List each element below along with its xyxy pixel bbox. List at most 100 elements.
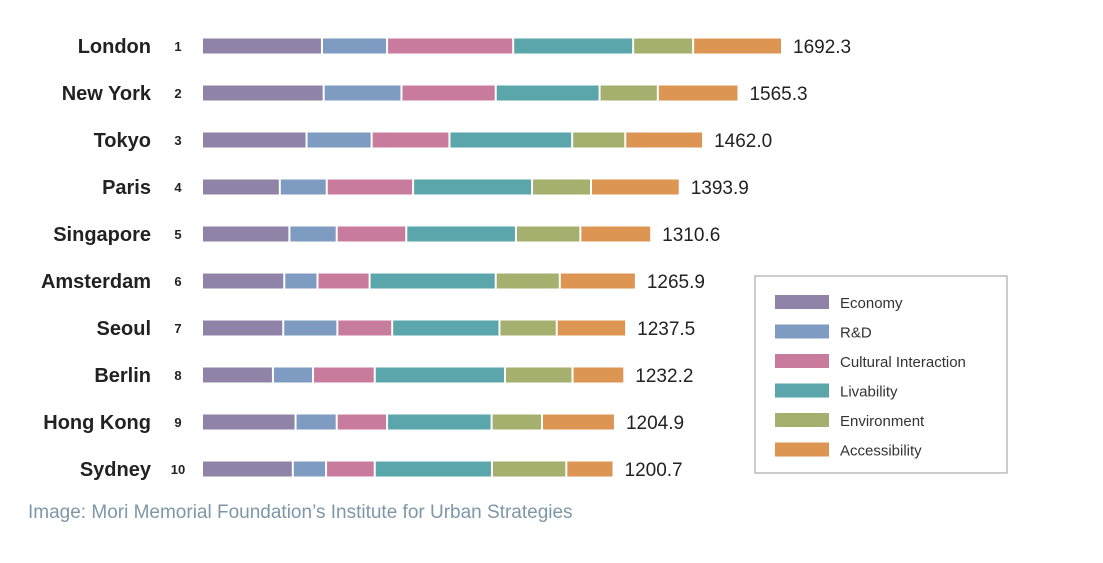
city-label: Paris — [102, 177, 151, 199]
total-value-label: 1237.5 — [637, 319, 695, 340]
bar-segment-cultural-interaction — [314, 367, 374, 383]
city-label: London — [78, 36, 151, 58]
legend: Economy R&D Cultural Interaction Livability… — [754, 275, 1008, 474]
bar-segment-environment — [496, 273, 559, 289]
legend-item: Livability — [775, 383, 898, 401]
legend-swatch — [775, 383, 829, 398]
bar-segment-livability — [514, 38, 633, 54]
bar-row: Amsterdam 6 1265.9 — [41, 271, 705, 293]
bar-segment-livability — [393, 320, 499, 336]
bar-row: Singapore 5 1310.6 — [53, 224, 720, 246]
bar-segment-livability — [414, 179, 532, 195]
image-credit-caption: Image: Mori Memorial Foundation’s Instit… — [28, 502, 573, 523]
city-label: New York — [62, 83, 152, 105]
bar-segment-environment — [492, 461, 566, 477]
chart-rows: London 1 1692.3 New York 2 1565.3 Tokyo 3 1462.0… — [41, 36, 851, 481]
bar-segment-livability — [388, 414, 491, 430]
bar-segment-economy — [203, 226, 289, 242]
bar-segment-environment — [500, 320, 556, 336]
total-value-label: 1462.0 — [714, 131, 772, 152]
city-label: Seoul — [97, 318, 151, 340]
bar-segment-economy — [203, 320, 283, 336]
bar-segment-accessibility — [592, 179, 679, 195]
bar-segment-environment — [516, 226, 580, 242]
bar-segment-cultural-interaction — [388, 38, 513, 54]
rank-label: 3 — [174, 133, 181, 148]
bar-row: Paris 4 1393.9 — [102, 177, 749, 199]
legend-swatch — [775, 442, 829, 457]
legend-label: R&D — [840, 325, 872, 342]
bar-segment-r-d — [296, 414, 336, 430]
bar-segment-accessibility — [560, 273, 635, 289]
bar-row: London 1 1692.3 — [78, 36, 851, 58]
total-value-label: 1310.6 — [662, 225, 720, 246]
bar-segment-r-d — [293, 461, 326, 477]
bar-segment-livability — [496, 85, 599, 101]
city-label: Hong Kong — [43, 412, 151, 434]
city-label: Tokyo — [94, 130, 151, 152]
legend-swatch — [775, 413, 829, 427]
total-value-label: 1204.9 — [626, 413, 684, 434]
bar-segment-economy — [203, 273, 284, 289]
legend-label: Environment — [840, 413, 925, 430]
bar-segment-cultural-interaction — [327, 461, 374, 477]
legend-item: Economy — [775, 295, 903, 312]
rank-label: 1 — [174, 39, 181, 54]
total-value-label: 1265.9 — [647, 272, 705, 293]
city-label: Amsterdam — [41, 271, 151, 293]
bar-segment-r-d — [324, 85, 401, 101]
bar-segment-environment — [533, 179, 590, 195]
rank-label: 5 — [174, 227, 181, 242]
city-label: Berlin — [94, 365, 151, 387]
stacked-bar-chart: London 1 1692.3 New York 2 1565.3 Tokyo 3 1462.0… — [41, 36, 1008, 481]
bar-row: Tokyo 3 1462.0 — [94, 130, 773, 152]
bar-segment-environment — [492, 414, 541, 430]
bar-segment-livability — [407, 226, 515, 242]
bar-segment-cultural-interaction — [337, 226, 406, 242]
rank-label: 10 — [171, 462, 185, 477]
city-label: Sydney — [80, 459, 152, 481]
bar-segment-accessibility — [626, 132, 703, 148]
bar-segment-economy — [203, 461, 292, 477]
bar-segment-r-d — [322, 38, 387, 54]
bar-segment-r-d — [285, 273, 317, 289]
bar-segment-accessibility — [542, 414, 614, 430]
legend-label: Livability — [840, 384, 898, 401]
bar-segment-cultural-interaction — [372, 132, 449, 148]
bar-row: New York 2 1565.3 — [62, 83, 808, 105]
bar-segment-accessibility — [557, 320, 626, 336]
legend-item: Environment — [775, 413, 925, 430]
bar-segment-livability — [370, 273, 495, 289]
bar-segment-livability — [375, 367, 504, 383]
bar-segment-accessibility — [567, 461, 613, 477]
bar-segment-economy — [203, 85, 323, 101]
bar-segment-r-d — [284, 320, 337, 336]
rank-label: 4 — [174, 180, 182, 195]
bar-segment-r-d — [273, 367, 313, 383]
bar-segment-r-d — [307, 132, 371, 148]
rank-label: 9 — [174, 415, 181, 430]
bar-segment-r-d — [290, 226, 336, 242]
legend-label: Cultural Interaction — [840, 354, 966, 371]
bar-segment-economy — [203, 367, 272, 383]
bar-row: Hong Kong 9 1204.9 — [43, 412, 684, 434]
total-value-label: 1565.3 — [749, 84, 807, 105]
legend-item: Cultural Interaction — [775, 354, 966, 371]
legend-item: R&D — [775, 324, 872, 342]
bar-segment-cultural-interaction — [337, 414, 387, 430]
bar-segment-cultural-interaction — [327, 179, 413, 195]
bar-segment-environment — [505, 367, 572, 383]
legend-item: Accessibility — [775, 442, 922, 460]
bar-row: Sydney 10 1200.7 — [80, 459, 683, 481]
total-value-label: 1232.2 — [635, 366, 693, 387]
rank-label: 7 — [174, 321, 181, 336]
bar-segment-accessibility — [694, 38, 781, 54]
total-value-label: 1393.9 — [691, 178, 749, 199]
total-value-label: 1692.3 — [793, 37, 851, 58]
bar-row: Seoul 7 1237.5 — [97, 318, 696, 340]
bar-segment-cultural-interaction — [402, 85, 495, 101]
bar-segment-accessibility — [573, 367, 624, 383]
rank-label: 8 — [174, 368, 181, 383]
bar-segment-r-d — [280, 179, 326, 195]
bar-segment-economy — [203, 414, 295, 430]
